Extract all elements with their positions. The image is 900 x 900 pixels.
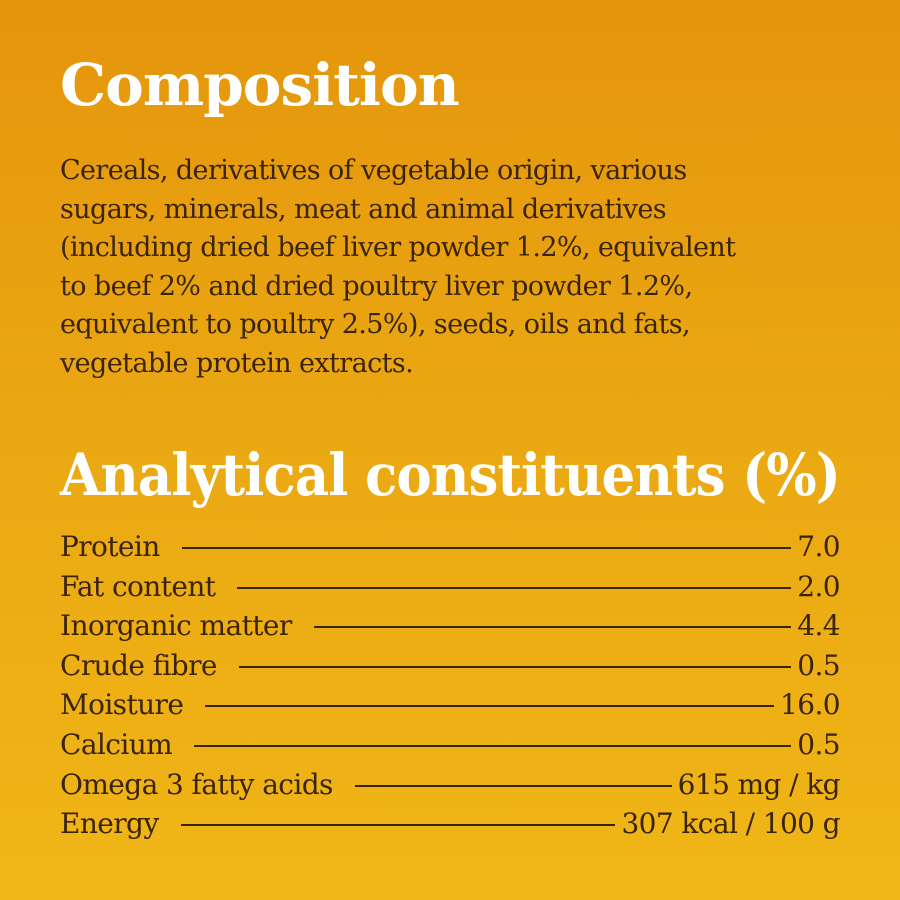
leader-line [205,705,775,708]
constituents-table: Protein 7.0 Fat content 2.0 Inorganic ma… [60,530,841,847]
leader-line [238,665,792,668]
constituent-row-energy: Energy 307 kcal / 100 g [60,807,841,847]
composition-line: sugars, minerals, meat and animal deriva… [60,193,667,225]
analytical-constituents-heading: Analytical constituents (%) [60,441,841,509]
composition-line: Cereals, derivatives of vegetable origin… [60,155,687,186]
leader-line [181,547,792,549]
constituent-row-fat-content: Fat content 2.0 [60,569,841,610]
constituent-value: 307 kcal / 100 g [621,807,840,841]
leader-line [180,824,616,827]
composition-heading: Composition [60,51,460,119]
constituent-label: Inorganic matter [60,609,292,643]
constituent-value: 2.0 [797,569,840,603]
constituent-row-crude-fibre: Crude fibre 0.5 [60,648,841,689]
composition-line: to beef 2% and dried poultry liver powde… [60,270,693,302]
constituent-value: 4.4 [797,609,840,643]
composition-line: equivalent to poultry 2.5%), seeds, oils… [60,309,691,340]
constituent-label: Energy [60,807,159,841]
constituent-label: Moisture [60,688,184,722]
constituent-row-calcium: Calcium 0.5 [60,727,841,768]
constituent-value: 0.5 [797,727,840,761]
constituent-row-inorganic-matter: Inorganic matter 4.4 [60,609,841,649]
constituent-value: 7.0 [797,530,840,563]
constituent-value: 615 mg / kg [677,767,841,801]
leader-line [237,586,792,589]
constituent-label: Protein [60,530,160,563]
constituent-row-omega-3: Omega 3 fatty acids 615 mg / kg [60,767,841,808]
composition-text: Cereals, derivatives of vegetable origin… [60,152,840,383]
leader-line [194,744,792,747]
leader-line [354,784,672,787]
composition-line: (including dried beef liver powder 1.2%,… [60,232,736,263]
constituent-row-moisture: Moisture 16.0 [60,688,841,728]
constituent-value: 0.5 [797,648,840,682]
constituent-value: 16.0 [780,688,841,722]
constituent-label: Fat content [60,569,216,603]
constituent-label: Calcium [60,727,173,761]
nutrition-panel: Composition Cereals, derivatives of vege… [60,0,841,900]
constituent-row-protein: Protein 7.0 [60,530,841,570]
constituent-label: Crude fibre [60,648,217,682]
leader-line [313,626,792,629]
constituent-label: Omega 3 fatty acids [60,767,333,801]
composition-line: vegetable protein extracts. [60,347,414,379]
